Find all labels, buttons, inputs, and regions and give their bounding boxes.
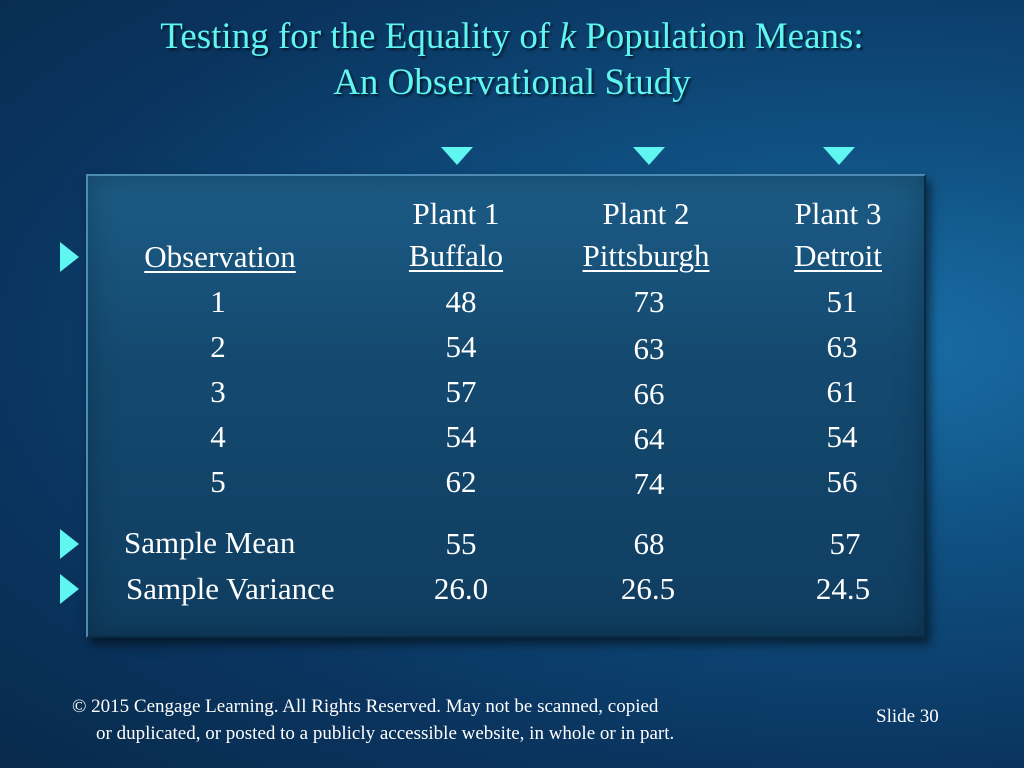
sample-mean-value: 55 (445, 526, 477, 561)
column-subheader-buffalo: Buffalo (408, 238, 504, 273)
observation-number: 2 (210, 329, 226, 364)
table-cell: 74 (633, 466, 665, 501)
sample-mean-value: 57 (829, 526, 861, 561)
slide-number: Slide 30 (876, 706, 939, 727)
sample-variance-value: 26.0 (433, 571, 489, 606)
table-cell: 61 (826, 374, 858, 409)
table-cell: 54 (445, 419, 477, 454)
table-cell: 57 (445, 374, 477, 409)
copyright-line-2: or duplicated, or posted to a publicly a… (96, 723, 675, 744)
table-cell: 73 (633, 284, 665, 319)
column-header-plant-3: Plant 3 (794, 196, 882, 231)
sample-variance-value: 26.5 (620, 571, 676, 606)
column-subheader-wrap-3: Detroit (758, 238, 918, 274)
table-cell: 63 (633, 331, 665, 366)
observation-number: 3 (210, 374, 226, 409)
table-cell: 56 (826, 464, 858, 499)
table-cell: 66 (633, 376, 665, 411)
right-triangle-icon (60, 574, 79, 604)
sample-variance-label: Sample Variance (126, 571, 335, 606)
data-table-panel (86, 174, 926, 638)
sample-mean-value: 68 (633, 526, 665, 561)
table-cell: 51 (826, 284, 858, 319)
copyright-line-1: © 2015 Cengage Learning. All Rights Rese… (72, 696, 659, 717)
observation-number: 1 (210, 284, 226, 319)
right-triangle-icon (60, 242, 79, 272)
title-line-2: An Observational Study (333, 62, 691, 103)
column-subheader-wrap-1: Buffalo (376, 238, 536, 274)
observation-number: 4 (210, 419, 226, 454)
title-line-1: Testing for the Equality of k Population… (0, 14, 1024, 60)
table-cell: 62 (445, 464, 477, 499)
sample-mean-label: Sample Mean (124, 525, 296, 560)
title-suffix: Population Means: (575, 16, 864, 57)
column-subheader-detroit: Detroit (794, 238, 882, 273)
title-prefix: Testing for the Equality of (160, 16, 560, 57)
observation-header: Observation (144, 239, 296, 274)
table-cell: 48 (445, 284, 477, 319)
down-triangle-icon (823, 147, 855, 165)
observation-number: 5 (210, 464, 226, 499)
down-triangle-icon (441, 147, 473, 165)
table-cell: 54 (826, 419, 858, 454)
column-header-plant-1: Plant 1 (412, 196, 500, 231)
column-subheader-pittsburgh: Pittsburgh (582, 238, 710, 273)
copyright-footer: © 2015 Cengage Learning. All Rights Rese… (72, 693, 674, 747)
down-triangle-icon (633, 147, 665, 165)
table-cell: 63 (826, 329, 858, 364)
title-italic-k: k (559, 16, 576, 57)
slide-title: Testing for the Equality of k Population… (0, 14, 1024, 106)
right-triangle-icon (60, 529, 79, 559)
column-subheader-wrap-2: Pittsburgh (560, 238, 732, 274)
column-header-plant-2: Plant 2 (602, 196, 690, 231)
table-cell: 64 (633, 421, 665, 456)
sample-variance-value: 24.5 (815, 571, 871, 606)
table-cell: 54 (445, 329, 477, 364)
